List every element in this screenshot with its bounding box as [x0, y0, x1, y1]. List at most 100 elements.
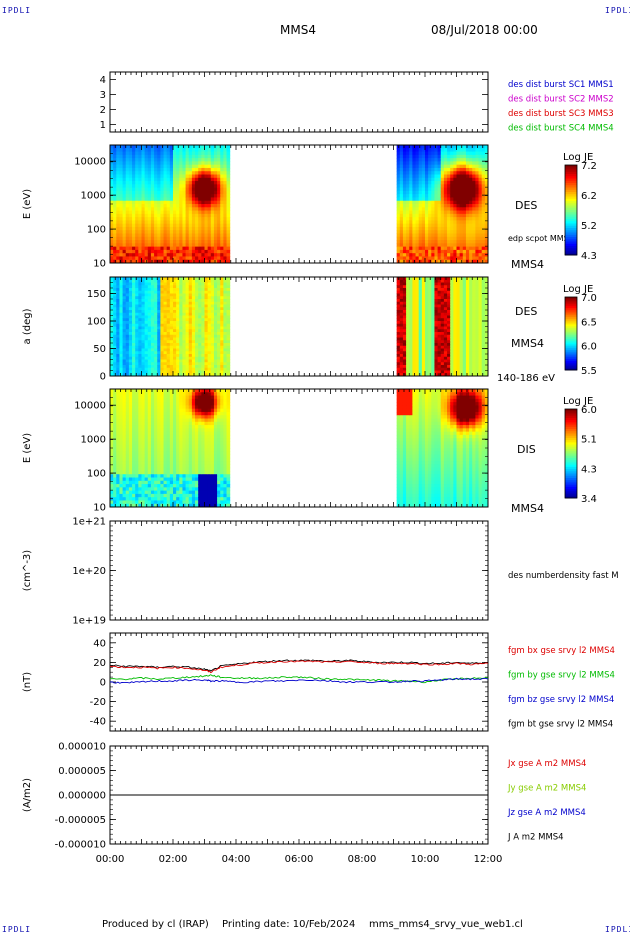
legend-entry: fgm bt gse srvy l2 MMS4 [508, 720, 613, 730]
y-tick-label: 150 [87, 289, 106, 300]
panel-spacecraft: MMS4 [511, 258, 544, 271]
y-tick-label: 0.000010 [58, 742, 106, 753]
x-tick-label: 08:00 [348, 854, 377, 865]
footer-filename: mms_mms4_srvy_vue_web1.cl [369, 919, 523, 930]
y-tick-label: 100 [87, 469, 106, 480]
y-tick-label: 20 [93, 658, 106, 669]
spectrogram-des_pitch [110, 277, 489, 377]
y-axis-label: E (eV) [22, 433, 33, 463]
y-tick-label: 40 [93, 638, 106, 649]
panel-spacecraft: MMS4 [511, 502, 544, 515]
y-tick-label: 1e+20 [72, 566, 106, 577]
y-axis-label: a (deg) [22, 308, 33, 344]
y-tick-label: 4 [100, 75, 106, 86]
legend-entry: Jy gse A m2 MMS4 [507, 784, 586, 794]
y-tick-label: 1e+19 [72, 616, 106, 627]
y-axis-label: E (eV) [22, 189, 33, 219]
colorbar-tick-label: 7.0 [581, 293, 597, 304]
corner-logo-br: IPDLI [605, 925, 630, 934]
legend-entry: fgm bx gse srvy l2 MMS4 [508, 646, 615, 656]
panel-label: DES [515, 199, 537, 212]
colorbar-tick-label: 5.1 [581, 435, 597, 446]
spacecraft-title: MMS4 [280, 23, 316, 37]
density-panel [109, 520, 489, 621]
x-tick-label: 02:00 [159, 854, 188, 865]
y-axis-label: (A/m2) [22, 778, 33, 812]
legend-entry: fgm bz gse srvy l2 MMS4 [508, 695, 614, 705]
y-tick-label: 100 [87, 225, 106, 236]
y-tick-label: 1000 [81, 191, 106, 202]
y-tick-label: 2 [100, 105, 106, 116]
legend-entry: des numberdensity fast M [508, 571, 619, 581]
series-line [109, 660, 489, 674]
panel-label: DES [515, 305, 537, 318]
colorbar-title: Log JE [563, 396, 593, 407]
panel-spacecraft: MMS4 [511, 337, 544, 350]
y-tick-label: 0.000005 [58, 766, 106, 777]
panel-energy-range: 140-186 eV [497, 373, 555, 384]
y-tick-label: 50 [93, 344, 106, 355]
colorbar [565, 297, 577, 371]
legend-entry: fgm by gse srvy l2 MMS4 [508, 671, 615, 681]
colorbar-tick-label: 6.0 [581, 405, 597, 416]
colorbar-tick-label: 5.5 [581, 366, 597, 377]
y-axis-label: (nT) [22, 672, 33, 692]
footer-produced-by: Produced by cl (IRAP) [102, 919, 209, 930]
x-tick-label: 00:00 [96, 854, 125, 865]
colorbar-frame [564, 164, 578, 256]
colorbar [565, 165, 577, 256]
colorbar-tick-label: 4.3 [581, 251, 597, 262]
y-tick-label: 1 [100, 120, 106, 131]
series-line [109, 677, 489, 684]
corner-logo-tr: IPDLI [605, 6, 630, 15]
colorbar-frame [564, 408, 578, 499]
legend-entry: des dist burst SC2 MMS2 [508, 95, 614, 105]
spectrogram-des_energy [110, 145, 489, 264]
legend-entry: des dist burst SC3 MMS3 [508, 109, 614, 119]
y-tick-label: 10 [93, 503, 106, 514]
x-tick-label: 10:00 [411, 854, 440, 865]
y-tick-label: 1e+21 [72, 517, 106, 528]
y-tick-label: -40 [90, 717, 106, 728]
legend-entry: Jx gse A m2 MMS4 [507, 759, 586, 769]
colorbar-tick-label: 6.5 [581, 317, 597, 328]
legend-entry: Jz gse A m2 MMS4 [507, 808, 586, 818]
colorbar-tick-label: 6.0 [581, 342, 597, 353]
y-tick-label: 100 [87, 317, 106, 328]
y-tick-label: 0 [100, 372, 106, 383]
panel-sublabel: edp scpot MMS4 [508, 234, 574, 243]
corner-logo-tl: IPDLI [2, 6, 32, 15]
colorbar-tick-label: 3.4 [581, 494, 597, 505]
y-axis-label: (cm^-3) [22, 550, 33, 591]
y-tick-label: 10 [93, 259, 106, 270]
datetime-title: 08/Jul/2018 00:00 [431, 23, 538, 37]
colorbar-tick-label: 5.2 [581, 221, 597, 232]
x-tick-label: 06:00 [285, 854, 314, 865]
footer-printing-date: Printing date: 10/Feb/2024 [222, 919, 356, 930]
colorbar-tick-label: 4.3 [581, 464, 597, 475]
colorbar-title: Log JE [563, 284, 593, 295]
burst-panel [109, 71, 489, 133]
x-tick-label: 12:00 [474, 854, 503, 865]
spectrogram-dis_energy [110, 389, 489, 508]
legend-entry: des dist burst SC4 MMS4 [508, 124, 614, 134]
y-tick-label: 0 [100, 678, 106, 689]
legend-entry: des dist burst SC1 MMS1 [508, 80, 614, 90]
x-tick-label: 04:00 [222, 854, 251, 865]
colorbar-frame [564, 296, 578, 371]
colorbar-tick-label: 7.2 [581, 161, 597, 172]
legend-entry: J A m2 MMS4 [507, 833, 564, 843]
series-line [109, 674, 489, 684]
y-tick-label: -0.000005 [55, 815, 106, 826]
panel-label: DIS [517, 443, 536, 456]
corner-logo-bl: IPDLI [2, 925, 32, 934]
y-tick-label: -20 [90, 697, 106, 708]
y-tick-label: 0.000000 [58, 791, 106, 802]
y-tick-label: 10000 [74, 401, 106, 412]
colorbar [565, 409, 577, 499]
colorbar-title: Log JE [563, 152, 593, 163]
y-tick-label: 3 [100, 90, 106, 101]
y-tick-label: -0.000010 [55, 840, 106, 851]
